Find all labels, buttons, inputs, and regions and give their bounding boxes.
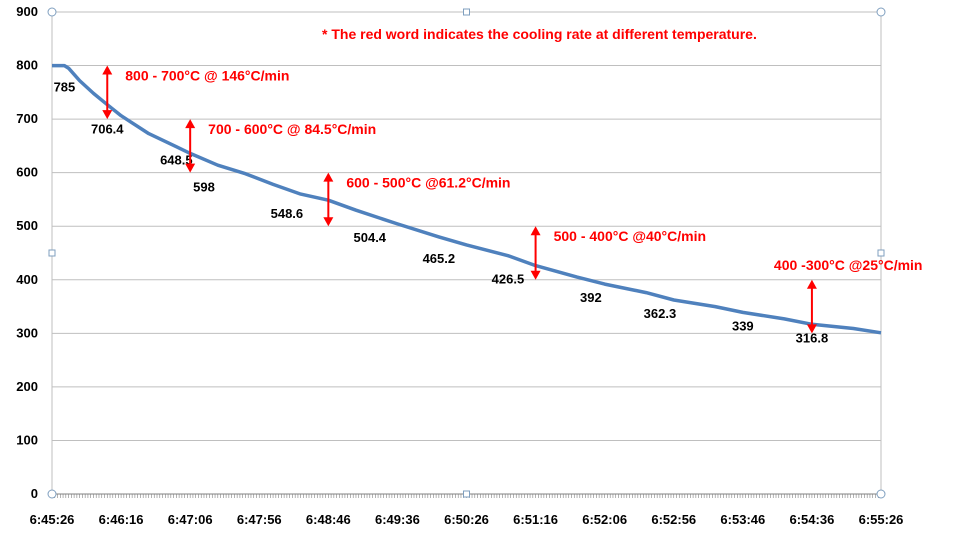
plot-area-frame	[51, 11, 882, 495]
data-label: 648.5	[160, 153, 193, 168]
rate-arrow-head-down	[185, 163, 196, 173]
y-tick-label: 700	[16, 111, 38, 126]
x-tick-label: 6:48:46	[306, 512, 351, 527]
data-label: 504.4	[354, 230, 387, 245]
rate-annotation-text: 400 -300°C @25°C/min	[774, 257, 923, 273]
x-axis: 6:45:26 6:46:16 6:47:06 6:47:56 6:48:46 6:49:…	[30, 494, 904, 527]
x-tick-label: 6:52:56	[651, 512, 696, 527]
x-tick-label: 6:50:26	[444, 512, 489, 527]
gridlines	[52, 65, 881, 441]
rate-arrow-head-up	[806, 279, 817, 289]
data-label: 706.4	[91, 122, 124, 137]
rate-annotation-text: 700 - 600°C @ 84.5°C/min	[208, 121, 376, 137]
rate-annotation: 500 - 400°C @40°C/min	[530, 226, 706, 280]
x-tick-label: 6:45:26	[30, 512, 75, 527]
rate-arrow-head-up	[323, 172, 334, 182]
series-layer	[52, 63, 882, 335]
rate-annotation: 800 - 700°C @ 146°C/min	[102, 65, 289, 120]
rate-annotation: 600 - 500°C @61.2°C/min	[323, 172, 510, 227]
rate-annotation: 700 - 600°C @ 84.5°C/min	[185, 119, 376, 173]
cooling-curve-line	[52, 63, 882, 335]
chart-note: * The red word indicates the cooling rat…	[322, 26, 757, 42]
rate-arrow-head-up	[530, 226, 541, 236]
corner-resize-handle[interactable]	[876, 7, 886, 17]
rate-annotation-text: 500 - 400°C @40°C/min	[554, 228, 706, 244]
edge-resize-handle[interactable]	[48, 249, 56, 257]
annotations: 800 - 700°C @ 146°C/min 700 - 600°C @ 84.…	[102, 65, 923, 334]
edge-resize-handle[interactable]	[463, 8, 470, 16]
rate-arrow-head-down	[323, 217, 334, 227]
y-tick-label: 0	[31, 486, 38, 501]
data-label: 392	[580, 290, 602, 305]
corner-resize-handle[interactable]	[876, 489, 886, 499]
rate-annotation-text: 600 - 500°C @61.2°C/min	[346, 174, 510, 190]
y-tick-label: 100	[16, 432, 38, 447]
data-label: 465.2	[423, 251, 456, 266]
rate-arrow-head-down	[530, 270, 541, 280]
corner-resize-handle[interactable]	[47, 489, 57, 499]
y-tick-label: 200	[16, 379, 38, 394]
y-tick-label: 600	[16, 165, 38, 180]
x-tick-label: 6:46:16	[99, 512, 144, 527]
data-label: 426.5	[492, 272, 525, 287]
selection-handles[interactable]	[47, 7, 886, 499]
x-tick-label: 6:51:16	[513, 512, 558, 527]
rate-annotation-text: 800 - 700°C @ 146°C/min	[125, 67, 289, 83]
edge-resize-handle[interactable]	[877, 249, 885, 257]
rate-arrow-head-down	[102, 110, 113, 120]
y-tick-label: 300	[16, 325, 38, 340]
x-tick-label: 6:47:06	[168, 512, 213, 527]
rate-arrow-head-up	[185, 119, 196, 129]
rate-arrow-head-up	[102, 65, 113, 75]
x-tick-label: 6:54:36	[790, 512, 835, 527]
data-label: 548.6	[271, 206, 304, 221]
y-tick-label: 500	[16, 218, 38, 233]
y-tick-label: 400	[16, 272, 38, 287]
data-label: 339	[732, 318, 754, 333]
rate-annotation: 400 -300°C @25°C/min	[774, 257, 923, 334]
data-label: 362.3	[644, 306, 677, 321]
data-label: 598	[193, 180, 215, 195]
x-tick-label: 6:49:36	[375, 512, 420, 527]
y-tick-label: 900	[16, 4, 38, 19]
corner-resize-handle[interactable]	[47, 7, 57, 17]
data-label: 785	[54, 80, 76, 95]
x-tick-label: 6:52:06	[582, 512, 627, 527]
rate-arrow-head-down	[806, 324, 817, 334]
x-tick-label: 6:55:26	[859, 512, 904, 527]
edge-resize-handle[interactable]	[463, 490, 470, 498]
y-tick-label: 800	[16, 58, 38, 73]
data-label: 316.8	[796, 330, 829, 345]
x-tick-label: 6:53:46	[720, 512, 765, 527]
x-tick-label: 6:47:56	[237, 512, 282, 527]
